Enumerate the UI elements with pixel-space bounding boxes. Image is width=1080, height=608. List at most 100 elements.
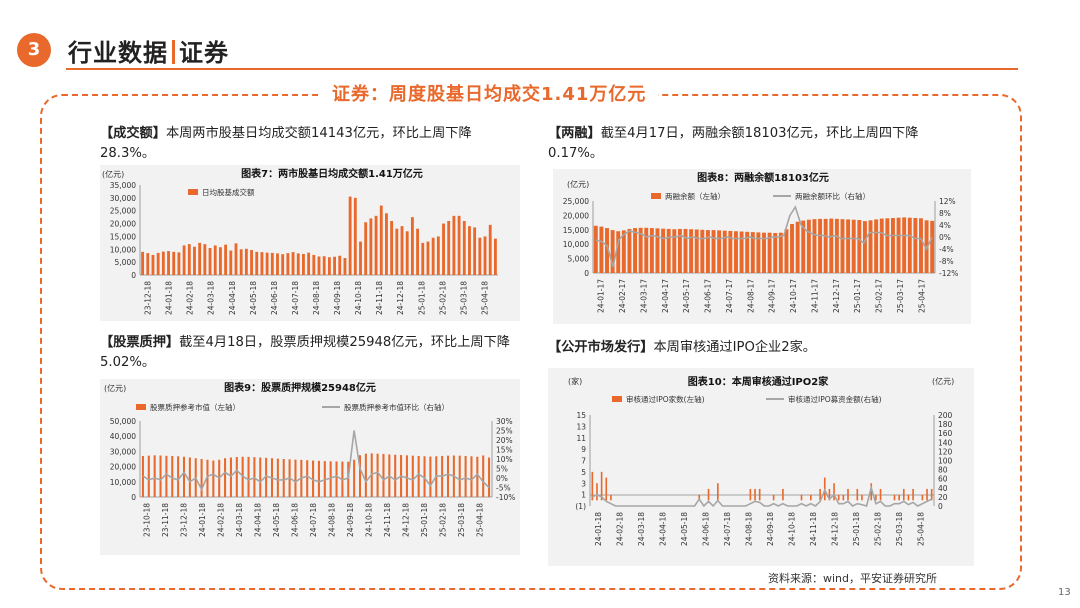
chart10-ytick: 15	[576, 411, 586, 420]
paragraph-ipo-tag: 【公开市场发行】	[548, 340, 654, 355]
chart8-bar	[672, 229, 677, 273]
chart7-bar	[385, 213, 388, 275]
section-title: 行业数据 证券	[68, 33, 229, 68]
chart8-y2tick: 12%	[939, 197, 956, 206]
chart7-bar	[151, 254, 155, 275]
chart10-bar	[610, 494, 612, 501]
chart9-bar	[394, 454, 397, 497]
chart9-ytick: 10,000	[110, 478, 136, 487]
chart10-panel: 图表10：本周审核通过IPO2家 (家) (亿元) 审核通过IPO家数(左轴) 审核通过…	[548, 368, 974, 566]
chart8-bar	[661, 228, 666, 273]
chart9-xtick: 24-03-18	[235, 503, 244, 537]
chart10-bar	[833, 483, 835, 501]
chart10-bar	[809, 494, 812, 501]
chart9-xtick: 24-10-18	[365, 503, 374, 537]
chart8-legend-label: 两融余额环比（右轴）	[795, 191, 870, 201]
chart7-xtick: 25-04-18	[480, 281, 489, 315]
chart9-bar	[405, 455, 408, 497]
chart10-bar	[930, 488, 933, 501]
chart7-bar	[218, 247, 222, 275]
paragraph-turnover-tag: 【成交额】	[100, 126, 166, 141]
chart7-bar	[156, 252, 160, 275]
chart8-bar	[711, 230, 716, 273]
chart10-bar	[605, 477, 608, 501]
chart7-xtick: 24-10-18	[354, 281, 363, 315]
chart10-y2tick: 160	[938, 429, 953, 438]
chart8-bar	[689, 229, 694, 273]
chart7-bar	[146, 253, 150, 275]
chart9-title: 图表9：股票质押规模25948亿元	[224, 381, 376, 394]
chart7-bar	[208, 248, 212, 275]
chart8-bar	[790, 224, 794, 273]
chart9-bar	[364, 453, 367, 497]
chart7-bar	[390, 221, 394, 275]
chart10-xtick: 24-07-18	[723, 512, 732, 546]
chart7-bar	[338, 255, 342, 275]
chart10-bar	[870, 483, 873, 501]
chart7-bar	[333, 256, 336, 275]
chart7-bar	[442, 223, 445, 275]
chart9-unit: (亿元)	[104, 383, 126, 393]
chart10-bar	[698, 494, 701, 501]
paragraph-ipo-text: 本周审核通过IPO企业2家。	[653, 340, 817, 355]
chart7-bar	[187, 244, 191, 275]
chart7-bar	[244, 248, 248, 275]
chart9-y2tick: 0%	[496, 474, 508, 483]
chart8-bar	[778, 232, 783, 273]
chart7-bar	[302, 253, 305, 275]
section-title-sub: 证券	[179, 39, 229, 67]
chart10-ytick: 7	[581, 457, 586, 466]
chart8-xtick: 24-07-17	[725, 279, 734, 313]
chart7-bar	[468, 226, 471, 275]
chart10-xtick: 24-09-18	[766, 512, 775, 546]
chart9-bar	[294, 459, 297, 497]
chart7-xtick: 24-02-18	[186, 281, 195, 315]
chart8-xtick: 24-09-17	[768, 279, 777, 313]
chart9-xtick: 25-04-18	[476, 503, 485, 537]
chart9-xtick: 25-01-18	[420, 503, 429, 537]
chart9-bar	[329, 461, 332, 497]
chart7-bar	[483, 236, 487, 275]
chart7-bar	[213, 245, 217, 275]
chart9-bar	[358, 455, 362, 497]
chart9-xtick: 24-06-18	[290, 503, 299, 537]
chart9-y2tick: 15%	[496, 446, 513, 455]
chart8-bar	[896, 217, 901, 273]
chart8-title: 图表8：两融余额18103亿元	[697, 171, 829, 184]
chart7-bar	[364, 222, 368, 275]
chart8-bar	[862, 221, 867, 273]
chart7-bar	[359, 241, 362, 275]
chart10-bar	[754, 488, 756, 501]
chart10-xtick: 25-02-18	[873, 512, 882, 546]
chart8-bar	[705, 230, 710, 273]
chart9-xtick: 24-02-18	[216, 503, 225, 537]
chart7-svg: 图表7：两市股基日均成交额1.41万亿元 (亿元) 日均股基成交额 0 5,000 10,…	[102, 167, 498, 315]
chart8-y2tick: -8%	[939, 257, 954, 266]
chart10-y2tick: 0	[938, 502, 943, 511]
chart10-bar	[912, 488, 914, 501]
chart8-legend-label: 两融余额（左轴）	[665, 191, 725, 201]
chart8-bar	[840, 219, 845, 273]
paragraph-margin-tag: 【两融】	[548, 126, 601, 141]
chart9-bar	[177, 456, 180, 497]
chart10-y2tick: 20	[938, 493, 948, 502]
chart9-bar	[153, 455, 156, 497]
chart9-bar	[335, 461, 338, 497]
chart7-bar	[478, 237, 482, 275]
chart9-bar	[423, 456, 426, 497]
chart9-svg: 图表9：股票质押规模25948亿元 (亿元) 股票质押参考市值（左轴） 股票质押参考市…	[104, 381, 515, 537]
chart8-bar	[599, 226, 604, 273]
chart10-unit-right: (亿元)	[932, 376, 954, 386]
chart10-xtick: 25-03-18	[895, 512, 904, 546]
chart9-bar	[312, 460, 315, 497]
chart9-bar	[476, 456, 479, 497]
chart9-xtick: 24-09-18	[346, 503, 355, 537]
chart8-xtick: 24-10-17	[789, 279, 798, 313]
chart10-xtick: 24-10-18	[787, 512, 796, 546]
chart7-ytick: 0	[131, 271, 136, 280]
chart8-bar	[677, 228, 682, 273]
chart8-xtick: 25-02-17	[875, 279, 884, 313]
chart7-bar	[182, 245, 186, 275]
chart10-ytick: 11	[576, 434, 586, 443]
chart9-xtick: 24-11-18	[383, 503, 392, 537]
